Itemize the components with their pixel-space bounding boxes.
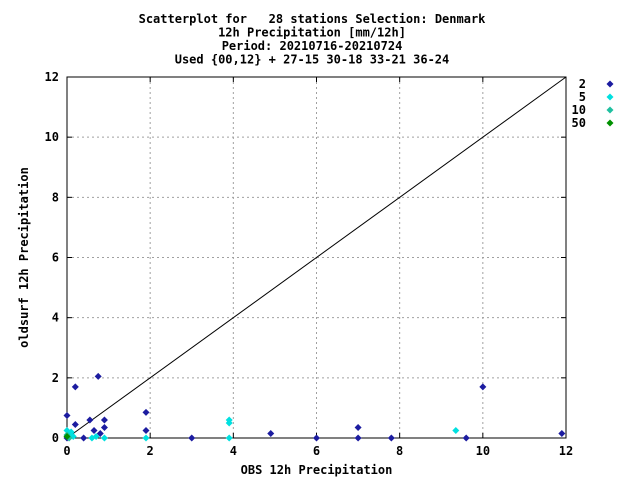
data-point-series-2 — [71, 420, 79, 428]
data-point-series-2 — [462, 434, 470, 442]
data-point-series-2 — [313, 434, 320, 442]
y-tick-label: 4 — [52, 311, 59, 325]
x-tick-label: 0 — [63, 444, 70, 458]
data-point-series-2 — [354, 423, 362, 431]
x-tick-label: 4 — [230, 444, 237, 458]
x-axis-label: OBS 12h Precipitation — [241, 463, 393, 477]
data-point-series-50 — [63, 432, 71, 440]
data-point-series-5 — [225, 419, 233, 427]
data-point-series-5 — [142, 434, 150, 442]
data-point-series-5 — [225, 434, 233, 442]
data-point-series-2 — [188, 434, 196, 442]
data-point-series-2 — [354, 434, 362, 442]
legend-label: 10 — [572, 103, 586, 117]
data-point-series-2 — [479, 383, 487, 391]
legend-marker — [606, 80, 614, 88]
data-point-series-2 — [86, 416, 94, 424]
y-tick-label: 0 — [52, 431, 59, 445]
legend-label: 5 — [579, 90, 586, 104]
y-axis-label: oldsurf 12h Precipitation — [17, 167, 31, 348]
chart-title-line: Period: 20210716-20210724 — [222, 39, 403, 53]
legend-marker — [606, 119, 614, 127]
x-tick-label: 10 — [476, 444, 490, 458]
data-point-series-2 — [71, 383, 79, 391]
y-tick-label: 2 — [52, 371, 59, 385]
data-points — [63, 372, 566, 442]
chart-title: Scatterplot for 28 stations Selection: D… — [139, 12, 487, 67]
data-point-series-2 — [90, 426, 98, 434]
data-point-series-2 — [80, 434, 88, 442]
data-point-series-2 — [63, 411, 71, 419]
data-point-series-5 — [92, 432, 100, 440]
data-point-series-2 — [267, 429, 275, 437]
data-point-series-2 — [142, 426, 150, 434]
data-point-series-2 — [94, 372, 102, 380]
chart-title-line: Scatterplot for 28 stations Selection: D… — [139, 12, 487, 26]
legend-marker — [606, 106, 614, 114]
data-point-series-2 — [142, 408, 150, 416]
chart-title-line: 12h Precipitation [mm/12h] — [218, 26, 406, 40]
x-tick-label: 8 — [396, 444, 403, 458]
data-point-series-2 — [558, 429, 566, 437]
x-axis-ticks: 0 2 4 6 8 10 12 — [63, 77, 573, 458]
data-point-series-2 — [100, 416, 108, 424]
y-tick-label: 8 — [52, 190, 59, 204]
x-tick-label: 12 — [559, 444, 573, 458]
data-point-series-5 — [100, 434, 108, 442]
chart-title-line: Used {00,12} + 27-15 30-18 33-21 36-24 — [175, 53, 450, 67]
y-axis-ticks: 0 2 4 6 8 10 12 — [45, 70, 566, 445]
data-point-series-2 — [96, 429, 104, 437]
legend-label: 2 — [579, 77, 586, 91]
diagonal-line — [66, 76, 567, 439]
y-tick-label: 10 — [45, 130, 59, 144]
x-tick-label: 6 — [313, 444, 320, 458]
legend-marker — [606, 93, 614, 101]
legend-label: 50 — [572, 116, 586, 130]
y-tick-label: 12 — [45, 70, 59, 84]
y-tick-label: 6 — [52, 251, 59, 265]
data-point-series-5 — [452, 426, 460, 434]
x-tick-label: 2 — [147, 444, 154, 458]
data-point-series-2 — [387, 434, 395, 442]
data-point-series-2 — [100, 423, 108, 431]
